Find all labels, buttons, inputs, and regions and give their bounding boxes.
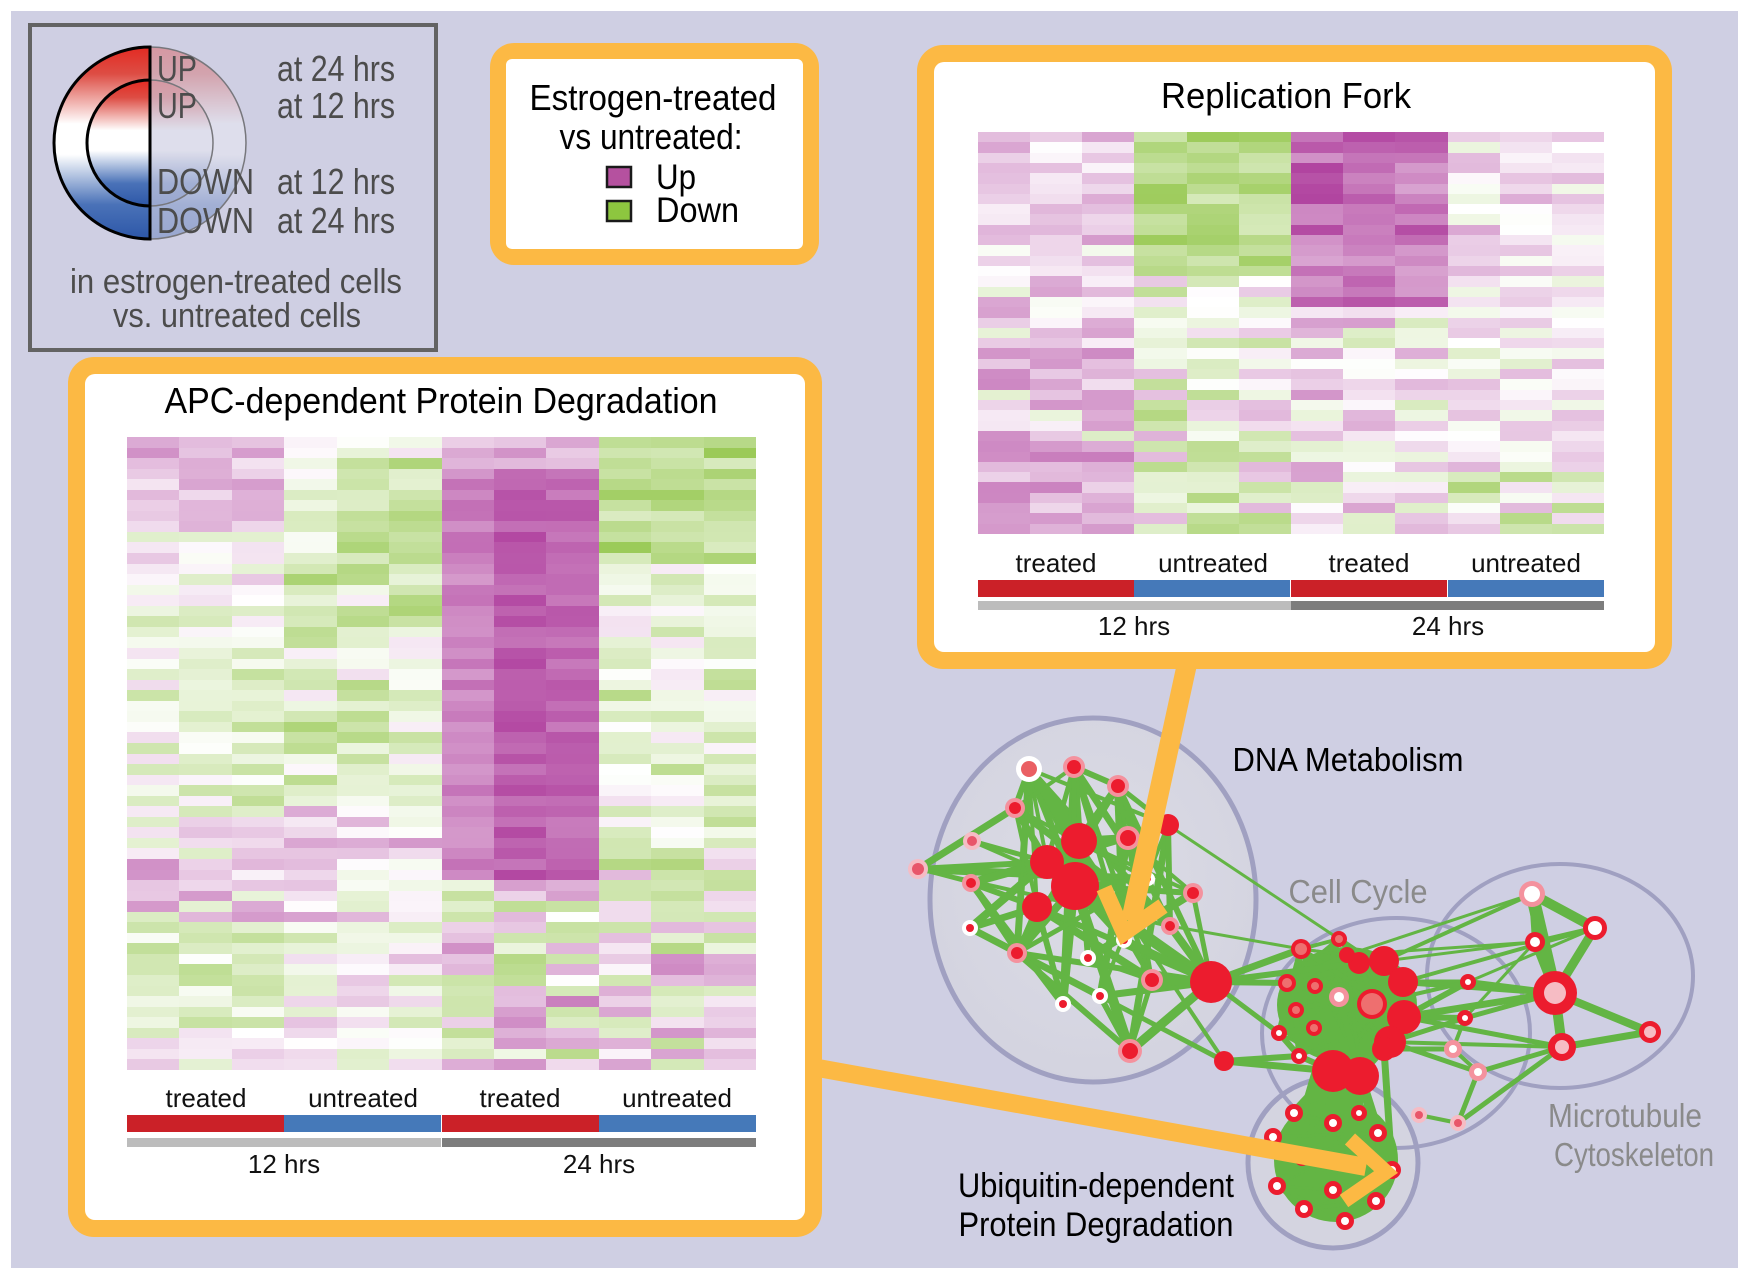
svg-text:untreated: untreated	[1471, 548, 1581, 578]
svg-text:Down: Down	[656, 191, 739, 230]
svg-text:vs. untreated cells: vs. untreated cells	[113, 297, 361, 335]
svg-text:treated: treated	[1016, 548, 1097, 578]
svg-text:untreated: untreated	[308, 1083, 418, 1113]
svg-text:treated: treated	[1329, 548, 1410, 578]
svg-text:at 24 hrs: at 24 hrs	[277, 200, 395, 241]
svg-text:in estrogen-treated cells: in estrogen-treated cells	[70, 263, 402, 301]
svg-text:24 hrs: 24 hrs	[1412, 611, 1484, 641]
svg-text:at 12 hrs: at 12 hrs	[277, 161, 395, 202]
svg-text:UP: UP	[157, 48, 197, 89]
svg-text:Cell Cycle: Cell Cycle	[1289, 873, 1428, 910]
svg-text:treated: treated	[166, 1083, 247, 1113]
svg-text:12 hrs: 12 hrs	[248, 1149, 320, 1179]
svg-text:DOWN: DOWN	[157, 161, 254, 202]
svg-text:DOWN: DOWN	[157, 200, 254, 241]
svg-text:APC-dependent Protein Degradat: APC-dependent Protein Degradation	[165, 380, 718, 421]
svg-text:at 12 hrs: at 12 hrs	[277, 85, 395, 126]
svg-text:DNA Metabolism: DNA Metabolism	[1233, 741, 1464, 778]
svg-text:24 hrs: 24 hrs	[563, 1149, 635, 1179]
svg-text:Cytoskeleton: Cytoskeleton	[1554, 1136, 1714, 1173]
svg-text:at 24 hrs: at 24 hrs	[277, 48, 395, 89]
svg-text:treated: treated	[480, 1083, 561, 1113]
svg-text:vs untreated:: vs untreated:	[560, 116, 743, 157]
svg-text:12 hrs: 12 hrs	[1098, 611, 1170, 641]
svg-text:untreated: untreated	[622, 1083, 732, 1113]
svg-text:Estrogen-treated: Estrogen-treated	[530, 77, 777, 118]
svg-text:Replication Fork: Replication Fork	[1161, 75, 1412, 116]
svg-text:UP: UP	[157, 85, 197, 126]
svg-text:Up: Up	[656, 158, 696, 197]
svg-text:Protein Degradation: Protein Degradation	[959, 1206, 1234, 1244]
svg-text:Microtubule: Microtubule	[1548, 1097, 1702, 1134]
svg-text:untreated: untreated	[1158, 548, 1268, 578]
svg-text:Ubiquitin-dependent: Ubiquitin-dependent	[958, 1167, 1234, 1205]
